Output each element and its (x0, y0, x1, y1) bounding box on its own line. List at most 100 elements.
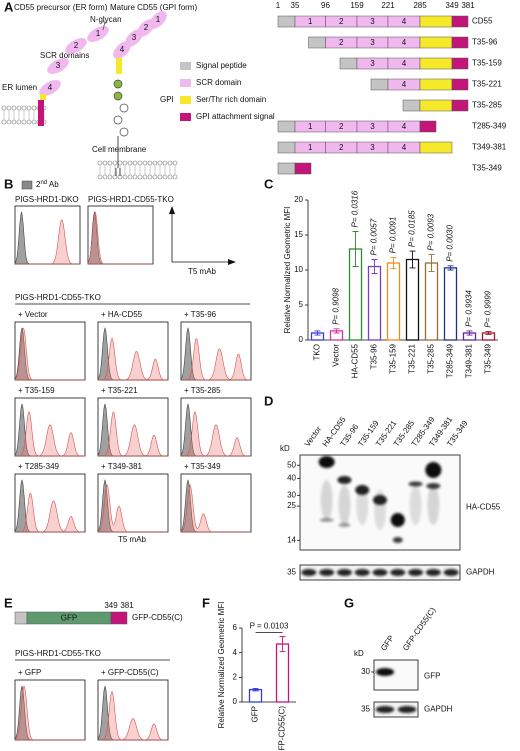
blot-label: GAPDH (466, 568, 495, 577)
band (390, 569, 406, 576)
domain-number: 1 (156, 15, 161, 24)
band (320, 480, 333, 520)
y-tick-label: 5 (299, 300, 304, 309)
x-tick-label: GFP (251, 706, 260, 722)
histogram-title: + T349-381 (101, 462, 143, 471)
band (409, 485, 422, 525)
lipid-head (137, 174, 143, 180)
segment-label: 4 (402, 143, 407, 152)
lipid-head (1, 105, 7, 111)
error-bar (314, 330, 321, 336)
construct-name: T35-96 (472, 38, 498, 47)
st-domain (116, 58, 122, 74)
lipid-head (172, 160, 178, 166)
position-label: 35 (291, 1, 300, 10)
band (318, 456, 335, 468)
marker-label: 35 (361, 705, 370, 714)
construct-name: T349-381 (472, 143, 507, 152)
lipid-head (21, 119, 27, 125)
band (301, 569, 317, 576)
lipid-head (31, 119, 37, 125)
construct-segment (419, 36, 453, 49)
construct-segment (419, 78, 453, 91)
y-axis-title: Relative Normalized Geometric MFI (283, 207, 292, 334)
construct-segment (294, 162, 312, 175)
band (443, 569, 459, 576)
histogram-sample (181, 338, 251, 381)
legend-label: SCR domain (196, 78, 241, 87)
scr-domain (87, 26, 109, 42)
band (336, 569, 352, 576)
x-tick-label: T35-221 (408, 343, 417, 373)
construct-segment (451, 36, 469, 49)
panel-letter: E (4, 595, 13, 610)
segment-label: 3 (370, 17, 375, 26)
construct-segment (402, 99, 421, 112)
band (408, 569, 424, 576)
gpi-sugar (113, 91, 123, 101)
construct-name: T35-221 (472, 80, 502, 89)
lipid-head (142, 160, 148, 166)
construct-segment (277, 15, 296, 28)
axis-label: T5 mAb (118, 535, 147, 544)
domain-number: 3 (56, 61, 61, 70)
panel-letter: B (4, 176, 13, 191)
y-tick-label: 4 (233, 648, 238, 657)
lipid-head (157, 174, 163, 180)
legend-label-part: Ab (47, 180, 59, 189)
error-bar (428, 254, 435, 272)
x-tick-label: HA-CD55 (351, 343, 360, 378)
legend-swatch (180, 79, 191, 87)
x-tick-label: T35-285 (427, 343, 436, 373)
error-bar (409, 250, 416, 269)
lipid-head (6, 105, 12, 111)
construct-segment (110, 611, 128, 625)
construct-name: CD55 (472, 17, 493, 26)
histogram-sample (14, 327, 85, 381)
construct-segment (451, 78, 469, 91)
legend-label: Signal peptide (196, 61, 247, 70)
segment-label: 2 (339, 122, 344, 131)
lipid-head (102, 174, 108, 180)
p-value: P= 0.0185 (408, 210, 417, 247)
schematic-title: Mature CD55 (GPI form) (110, 3, 197, 12)
band (408, 481, 423, 487)
marker-label: 30 (361, 667, 370, 676)
x-tick-label: Vector (332, 344, 341, 367)
lipid-head (157, 160, 163, 166)
y-tick-label: 10 (294, 265, 303, 274)
construct-segment (419, 99, 453, 112)
lipid-head (132, 160, 138, 166)
st-domain (40, 94, 46, 100)
band (397, 706, 417, 713)
lipid-head (11, 105, 17, 111)
marker-label: 14 (287, 535, 296, 544)
construct-segment (370, 78, 389, 91)
gpi-anchor (115, 136, 121, 176)
y-tick-label: 0 (299, 335, 304, 344)
marker-label: 35 (287, 568, 296, 577)
segment-label: 4 (402, 59, 407, 68)
p-value: P= 0.9098 (332, 288, 341, 325)
legend-swatch (180, 113, 191, 121)
construct-segment (277, 120, 296, 133)
domain-number: 4 (120, 45, 125, 54)
construct-name: T35-159 (472, 59, 502, 68)
error-bar (352, 231, 359, 267)
group-header: PIGS-HRD1-CD55-TKO (15, 649, 101, 658)
lipid-head (122, 160, 128, 166)
y-tick-label: 6 (233, 623, 238, 632)
lipid-head (97, 160, 103, 166)
error-bar (390, 256, 397, 270)
segment-label: 1 (308, 122, 313, 131)
lipid-head (127, 174, 133, 180)
band (425, 569, 441, 576)
band (337, 476, 352, 484)
lipid-head (122, 174, 128, 180)
histogram-title: + GFP-CD55(C) (101, 668, 159, 677)
schematic-label: N-glycan (90, 15, 122, 24)
histogram-title: PIGS-HRD1-CD55-TKO (88, 195, 174, 204)
error-bar (279, 636, 286, 652)
construct-segment (451, 57, 469, 70)
lipid-head (132, 174, 138, 180)
